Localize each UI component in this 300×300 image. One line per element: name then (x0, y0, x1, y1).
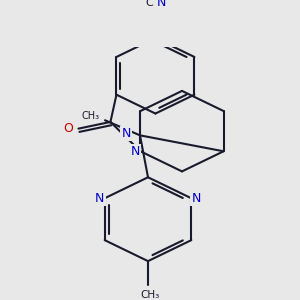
Text: N: N (157, 0, 166, 9)
Text: N: N (121, 127, 131, 140)
Text: N: N (192, 192, 201, 205)
Text: CH₃: CH₃ (82, 111, 100, 121)
Text: O: O (64, 122, 74, 135)
Text: N: N (95, 192, 104, 205)
Text: CH₃: CH₃ (140, 290, 160, 300)
Text: C: C (146, 0, 153, 8)
Text: N: N (131, 145, 140, 158)
